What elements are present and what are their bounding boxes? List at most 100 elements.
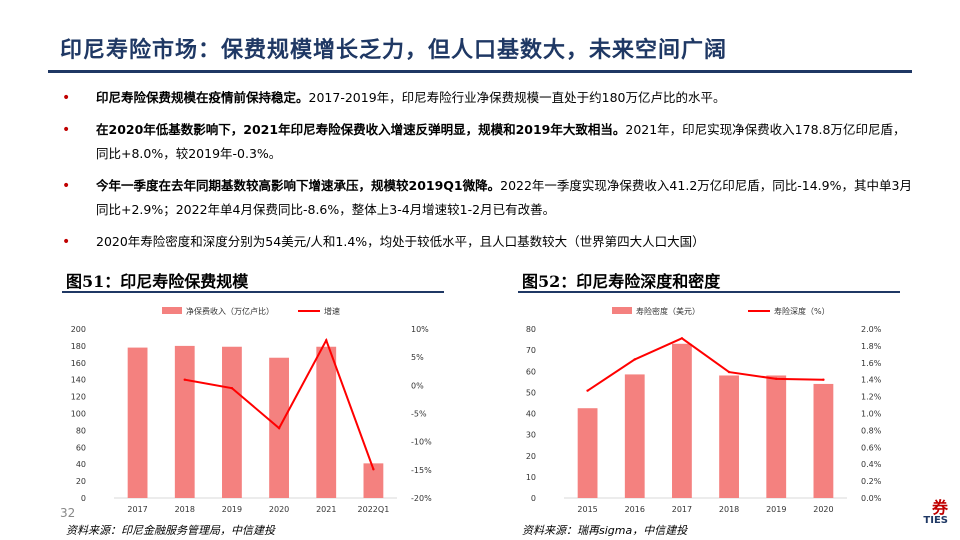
page-number: 32 — [60, 506, 76, 520]
x-tick-label: 2021 — [316, 505, 336, 514]
figure-51-divider — [62, 291, 444, 293]
y-tick-label: 20 — [76, 477, 86, 486]
bullet-text: 2017-2019年，印尼寿险行业净保费规模一直处于约180万亿卢比的水平。 — [308, 90, 726, 105]
bullet-text: 2020年寿险密度和深度分别为54美元/人和1.4%，均处于较低水平，且人口基数… — [96, 234, 705, 249]
y-tick-label: 120 — [71, 393, 86, 402]
figure-52-source: 资料来源：瑞再sigma，中信建投 — [522, 524, 688, 537]
line-point — [325, 339, 328, 342]
y-tick-label: 0 — [81, 494, 86, 503]
bullet-text: 2022年一季度实现净保费收入41.2万亿印尼盾，同比-14.9%，其中单3月同… — [96, 178, 912, 217]
bullet-dot-icon: • — [62, 178, 71, 194]
y-tick-label: 140 — [71, 376, 86, 385]
bar — [813, 383, 834, 498]
y-tick-label: 200 — [71, 325, 86, 334]
bar — [222, 346, 242, 498]
y-tick-label: 100 — [71, 410, 86, 419]
legend-bar-label: 寿险密度（美元） — [636, 306, 700, 316]
y2-tick-label: -15% — [411, 466, 432, 475]
y2-tick-label: -5% — [411, 410, 427, 419]
y2-tick-label: 0.8% — [861, 426, 882, 435]
y2-tick-label: 1.6% — [861, 359, 882, 368]
bar — [624, 374, 645, 498]
bullet-item: • 印尼寿险保费规模在疫情前保持稳定。2017-2019年，印尼寿险行业净保费规… — [62, 86, 912, 110]
x-tick-label: 2019 — [766, 505, 786, 514]
y2-tick-label: -20% — [411, 494, 432, 503]
line-point — [277, 426, 281, 430]
y-tick-label: 10 — [526, 473, 536, 482]
bar — [127, 347, 148, 498]
y-tick-label: 160 — [71, 359, 86, 368]
bullet-bold-text: 今年一季度在去年同期基数较高影响下增速承压，规模较2019Q1微降。 — [96, 178, 501, 193]
y-tick-label: 70 — [526, 346, 536, 355]
figure-51-title: 图51：印尼寿险保费规模 — [66, 272, 249, 291]
y2-tick-label: 1.8% — [861, 342, 882, 351]
y2-tick-label: 1.2% — [861, 393, 882, 402]
legend-line-label: 寿险深度（%） — [774, 306, 830, 316]
line-point — [183, 378, 186, 381]
line-point — [680, 337, 684, 340]
brand-logo-sub: TIES — [923, 515, 948, 526]
y2-tick-label: 0.6% — [861, 443, 882, 452]
y2-tick-label: 0.4% — [861, 460, 882, 469]
x-tick-label: 2015 — [577, 505, 597, 514]
bullet-dot-icon: • — [62, 122, 71, 138]
x-tick-label: 2016 — [625, 505, 645, 514]
x-tick-label: 2019 — [222, 505, 242, 514]
x-tick-label: 2022Q1 — [358, 505, 390, 514]
line-point — [822, 378, 825, 381]
y-tick-label: 30 — [526, 431, 536, 440]
line-point — [775, 377, 778, 381]
y2-tick-label: 0.0% — [861, 494, 882, 503]
legend-bar-swatch — [162, 307, 182, 314]
x-tick-label: 2017 — [672, 505, 692, 514]
y-tick-label: 180 — [71, 342, 86, 351]
line-point — [372, 468, 375, 471]
y2-tick-label: 0.2% — [861, 477, 882, 486]
bar — [719, 375, 739, 498]
y2-tick-label: 1.0% — [861, 410, 882, 419]
line-series — [587, 337, 824, 392]
bullet-dot-icon: • — [62, 90, 71, 106]
bullet-item: • 2020年寿险密度和深度分别为54美元/人和1.4%，均处于较低水平，且人口… — [62, 230, 912, 254]
legend-bar-swatch — [612, 307, 632, 314]
y-tick-label: 40 — [76, 460, 86, 469]
bar — [316, 346, 337, 498]
bar — [766, 375, 787, 498]
y-tick-label: 80 — [526, 325, 536, 334]
line-point — [633, 358, 636, 361]
x-tick-label: 2020 — [269, 505, 289, 514]
y-tick-label: 50 — [526, 388, 536, 397]
bar — [174, 345, 195, 498]
title-divider — [48, 70, 912, 73]
y2-tick-label: 5% — [411, 353, 424, 362]
legend-line-label: 增速 — [324, 306, 340, 316]
y-tick-label: 40 — [526, 410, 536, 419]
x-tick-label: 2017 — [127, 505, 147, 514]
y-tick-label: 0 — [531, 494, 536, 503]
bar — [577, 408, 598, 498]
line-point — [727, 370, 731, 374]
insurance-premium-chart: 净保费收入（万亿卢比） 增速 0 20 40 60 80 100 120 140 160 180 200… — [71, 306, 432, 514]
line-point — [230, 386, 234, 390]
y2-tick-label: 0% — [411, 381, 424, 390]
bullet-item: • 在2020年低基数影响下，2021年印尼寿险保费收入增速反弹明显，规模和20… — [62, 118, 912, 166]
y2-tick-label: 10% — [411, 325, 429, 334]
x-tick-label: 2018 — [175, 505, 195, 514]
legend-bar-label: 净保费收入（万亿卢比） — [186, 306, 274, 316]
y2-tick-label: -10% — [411, 438, 432, 447]
y-tick-label: 20 — [526, 452, 536, 461]
figure-52-divider — [518, 291, 900, 293]
x-tick-label: 2020 — [813, 505, 833, 514]
line-point — [586, 389, 589, 392]
y2-tick-label: 1.4% — [861, 376, 882, 385]
bullet-list: • 印尼寿险保费规模在疫情前保持稳定。2017-2019年，印尼寿险行业净保费规… — [62, 86, 912, 262]
y-tick-label: 80 — [76, 426, 86, 435]
bullet-dot-icon: • — [62, 234, 71, 250]
bullet-item: • 今年一季度在去年同期基数较高影响下增速承压，规模较2019Q1微降。2022… — [62, 174, 912, 222]
figure-51-source: 资料来源：印尼金融服务管理局，中信建投 — [66, 524, 275, 537]
figure-52-title: 图52：印尼寿险深度和密度 — [522, 272, 721, 291]
bar — [363, 463, 384, 498]
bullet-bold-text: 印尼寿险保费规模在疫情前保持稳定。 — [96, 90, 309, 105]
brand-logo: 券 — [931, 498, 948, 517]
bullet-bold-text: 在2020年低基数影响下，2021年印尼寿险保费收入增速反弹明显，规模和2019… — [96, 122, 626, 137]
